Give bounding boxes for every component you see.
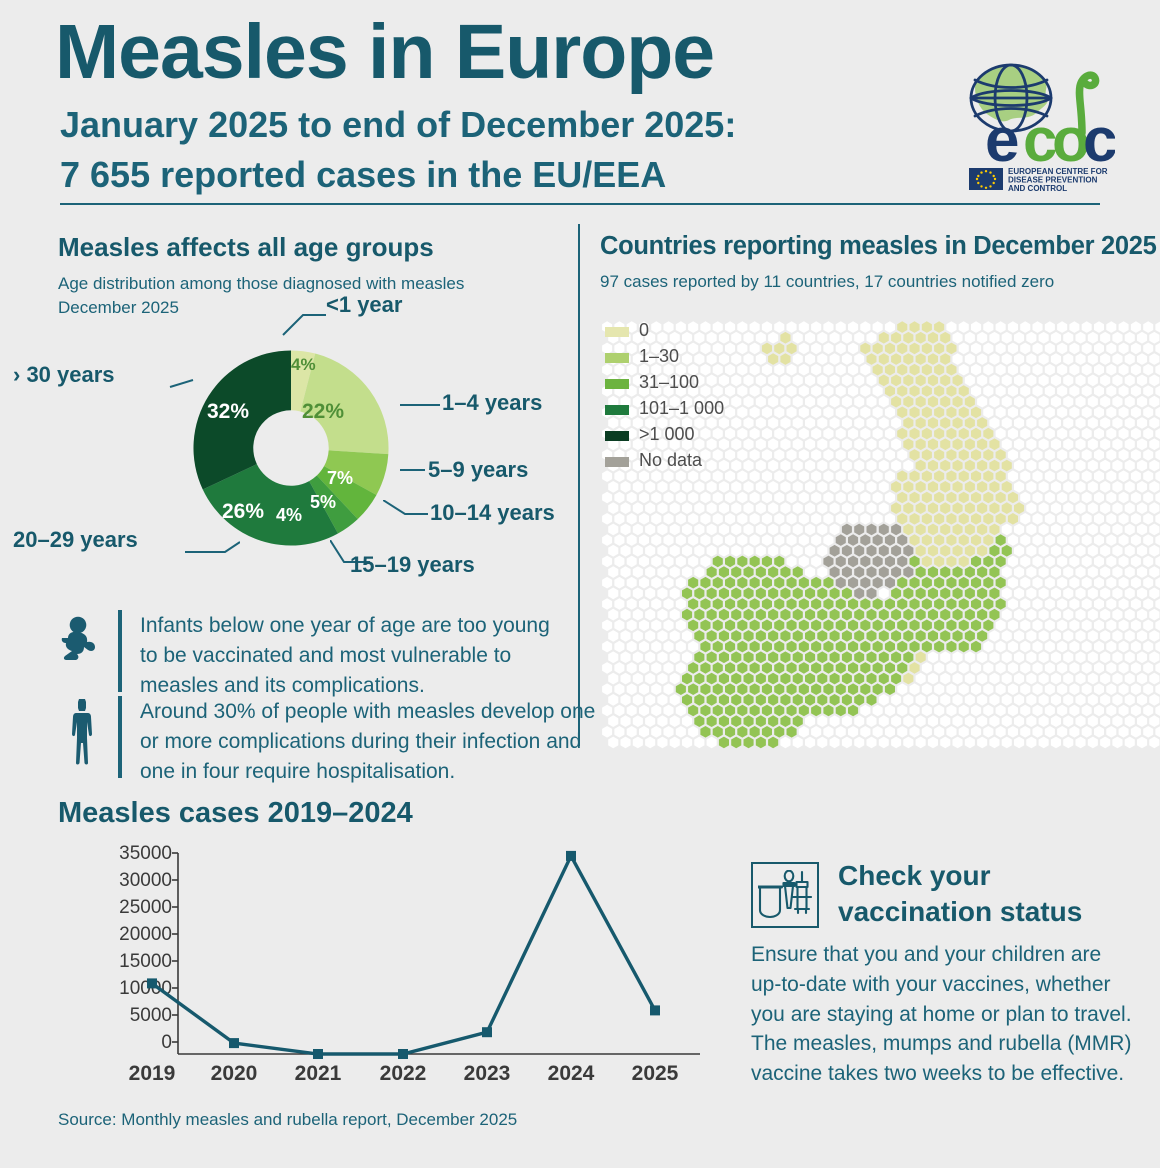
svg-text:15000: 15000 — [119, 951, 172, 972]
svg-text:2025: 2025 — [632, 1062, 679, 1080]
svg-text:35000: 35000 — [119, 843, 172, 864]
svg-text:2024: 2024 — [548, 1062, 595, 1080]
svg-text:20000: 20000 — [119, 924, 172, 945]
svg-text:25000: 25000 — [119, 897, 172, 918]
svg-text:2022: 2022 — [380, 1062, 427, 1080]
svg-text:10000: 10000 — [119, 978, 172, 999]
svg-text:2019: 2019 — [129, 1062, 176, 1080]
svg-text:0: 0 — [161, 1032, 172, 1053]
svg-text:AND CONTROL: AND CONTROL — [1008, 184, 1067, 193]
svg-text:30000: 30000 — [119, 870, 172, 891]
svg-text:c: c — [1083, 106, 1115, 175]
svg-text:5000: 5000 — [130, 1005, 172, 1026]
svg-text:2020: 2020 — [211, 1062, 258, 1080]
svg-text:2021: 2021 — [295, 1062, 342, 1080]
svg-text:e: e — [985, 106, 1019, 175]
svg-text:2023: 2023 — [464, 1062, 511, 1080]
